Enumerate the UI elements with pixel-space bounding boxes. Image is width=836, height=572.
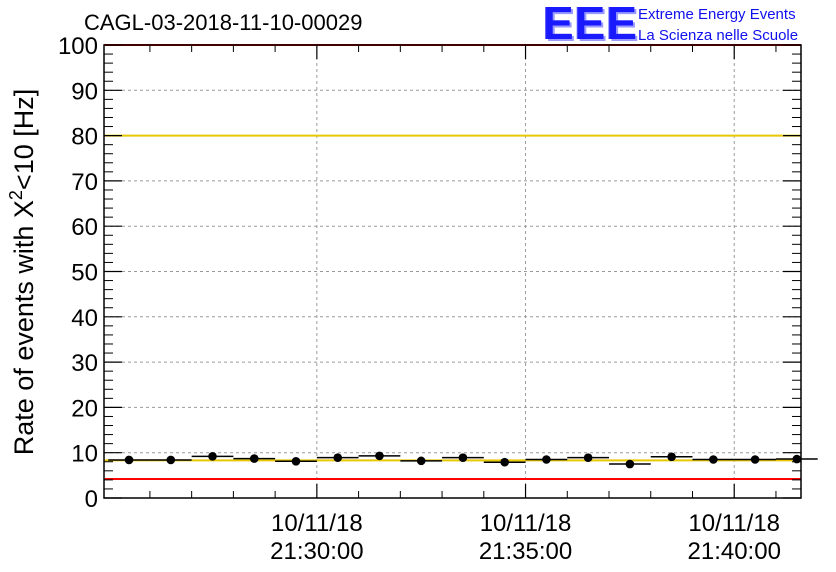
x-tick-date: 10/11/18	[271, 510, 363, 537]
data-point	[249, 454, 259, 463]
y-tick-label: 50	[71, 260, 98, 287]
x-tick-date: 10/11/18	[480, 510, 572, 537]
data-point	[750, 455, 760, 464]
logo-mark: EEE	[543, 0, 639, 49]
y-tick-label: 20	[71, 395, 98, 422]
y-tick-label: 0	[85, 486, 98, 513]
data-point	[792, 454, 802, 464]
data-point	[333, 453, 343, 462]
logo-line-2: La Scienza nelle Scuole	[638, 27, 799, 44]
logo-line-1: Extreme Energy Events	[638, 6, 796, 23]
data-point	[667, 452, 676, 462]
y-axis-title-main: Rate of events with X	[9, 200, 39, 455]
y-tick-labels: 0 10 20 30 40 50 60 70 80 90 100	[58, 33, 98, 513]
data-point	[166, 455, 176, 465]
y-tick-label: 100	[58, 33, 98, 60]
y-tick-label: 90	[71, 78, 98, 105]
data-point	[124, 455, 134, 465]
data-point	[208, 452, 217, 461]
x-tick-time: 21:40:00	[688, 538, 781, 565]
run-title: CAGL-03-2018-11-10-00029	[84, 10, 363, 35]
axis-ticks	[104, 44, 801, 499]
x-tick-time: 21:35:00	[479, 538, 572, 565]
y-tick-label: 70	[71, 169, 98, 196]
y-tick-label: 30	[71, 350, 98, 377]
data-point	[291, 457, 301, 466]
y-tick-label: 10	[71, 441, 98, 468]
y-axis-title-tail: <10 [Hz]	[9, 89, 39, 190]
eee-logo: EEE Extreme Energy Events La Scienza nel…	[543, 0, 833, 49]
data-point	[542, 455, 551, 464]
y-axis-title: Rate of events with X2<10 [Hz]	[6, 89, 39, 455]
grid-lines	[104, 45, 801, 498]
plot-frame	[103, 44, 802, 499]
data-points	[108, 451, 818, 469]
y-tick-label: 80	[71, 124, 98, 151]
reference-lines	[104, 44, 801, 480]
y-tick-label: 40	[71, 305, 98, 332]
data-point	[458, 453, 468, 462]
x-tick-time: 21:30:00	[270, 538, 363, 565]
y-tick-label: 60	[71, 214, 98, 241]
data-point	[709, 455, 718, 464]
x-tick-labels: 10/11/1821:30:0010/11/1821:35:0010/11/18…	[270, 510, 781, 565]
data-point	[583, 453, 593, 462]
data-point	[500, 457, 509, 467]
data-point	[625, 459, 635, 469]
data-point	[416, 456, 426, 466]
y-axis-title-sup: 2	[6, 190, 26, 200]
data-point	[375, 451, 384, 461]
x-tick-date: 10/11/18	[688, 510, 780, 537]
